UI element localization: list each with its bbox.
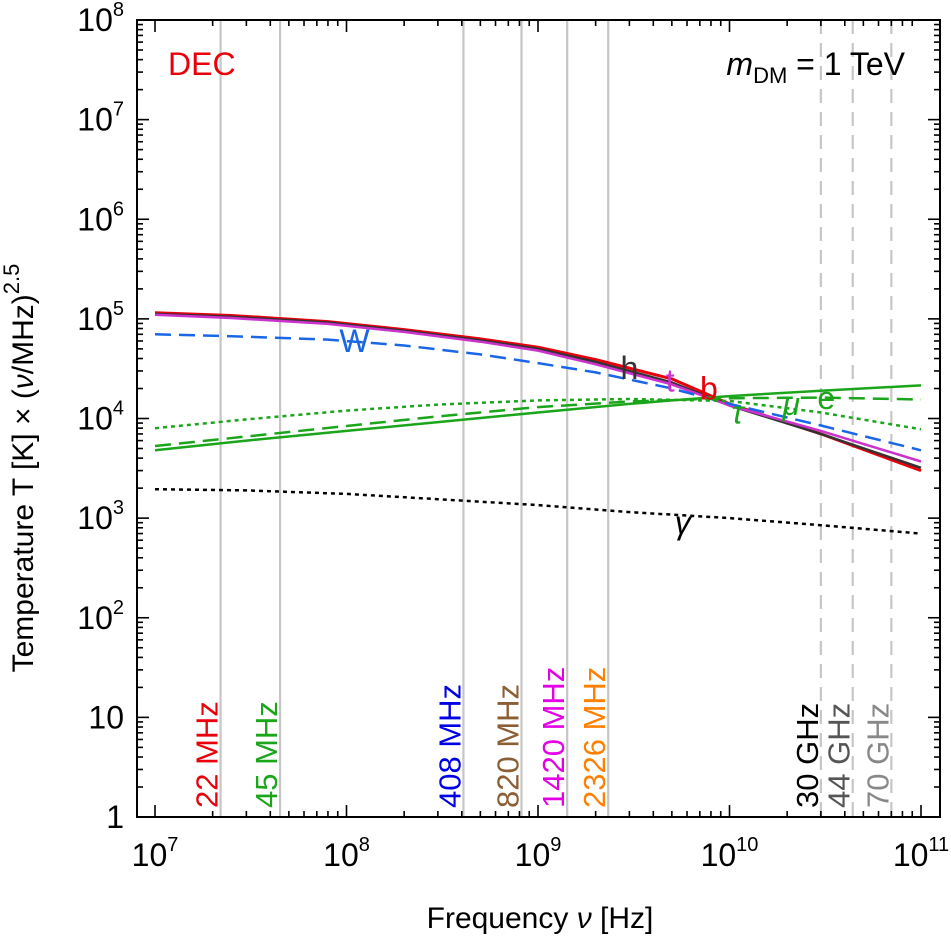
y-tick-label: 106	[77, 198, 124, 237]
series-t	[154, 313, 922, 463]
y-tick-label: 1	[106, 799, 124, 835]
series-tau	[154, 397, 922, 431]
curve-label-e: e	[817, 380, 835, 416]
x-tick-label: 1011	[893, 834, 949, 873]
y-tick-label: 105	[77, 298, 124, 337]
marker-label-44-ghz: 44 GHz	[822, 703, 857, 808]
marker-label-45-mhz: 45 MHz	[249, 701, 284, 808]
corner-label-dec: DEC	[168, 46, 236, 82]
marker-label-1420-mhz: 1420 MHz	[536, 667, 571, 808]
y-tick-label: 103	[77, 497, 124, 536]
tick-labels: 1 10 102 103 104 105 106 107 108 107 108 109 1010 101…	[77, 0, 949, 873]
series-e	[154, 384, 922, 452]
y-tick-label: 102	[77, 597, 124, 636]
curve-label-tau: τ	[731, 394, 745, 430]
curve-label-gamma: γ	[675, 505, 693, 541]
y-tick-label: 108	[77, 0, 124, 38]
x-tick-label: 1010	[701, 834, 759, 873]
x-tick-label: 109	[515, 834, 562, 873]
curve-label-b: b	[700, 371, 718, 407]
curve-label-t: t	[666, 363, 675, 399]
series-w	[154, 333, 922, 452]
axis-ticks	[137, 19, 940, 818]
marker-label-22-mhz: 22 MHz	[190, 701, 225, 808]
curve-labels: Wh t bτ μ e γ	[339, 323, 835, 541]
y-tick-label: 107	[77, 99, 124, 138]
marker-label-70-ghz: 70 GHz	[860, 703, 895, 808]
marker-label-2326-mhz: 2326 MHz	[577, 667, 612, 808]
x-axis-title: Frequency ν [Hz]	[427, 902, 654, 935]
marker-label-408-mhz: 408 MHz	[432, 684, 467, 808]
marker-label-30-ghz: 30 GHz	[790, 703, 825, 808]
y-axis-title: Temperature T [K] × (ν/MHz)2.5	[0, 264, 40, 673]
curve-label-h: h	[620, 350, 638, 386]
y-tick-label: 104	[77, 398, 124, 437]
x-tick-label: 107	[132, 834, 179, 873]
mass-label: mDM = 1 TeV	[726, 46, 905, 88]
frequency-marker-labels: 22 MHz 45 MHz 408 MHz 820 MHz 1420 MHz 2326 M…	[190, 667, 896, 808]
x-tick-label: 108	[323, 834, 370, 873]
curve-label-mu: μ	[781, 386, 800, 422]
marker-label-820-mhz: 820 MHz	[491, 684, 526, 808]
curve-label-w: W	[339, 323, 370, 359]
data-series	[154, 311, 922, 535]
y-tick-label: 10	[88, 699, 124, 735]
